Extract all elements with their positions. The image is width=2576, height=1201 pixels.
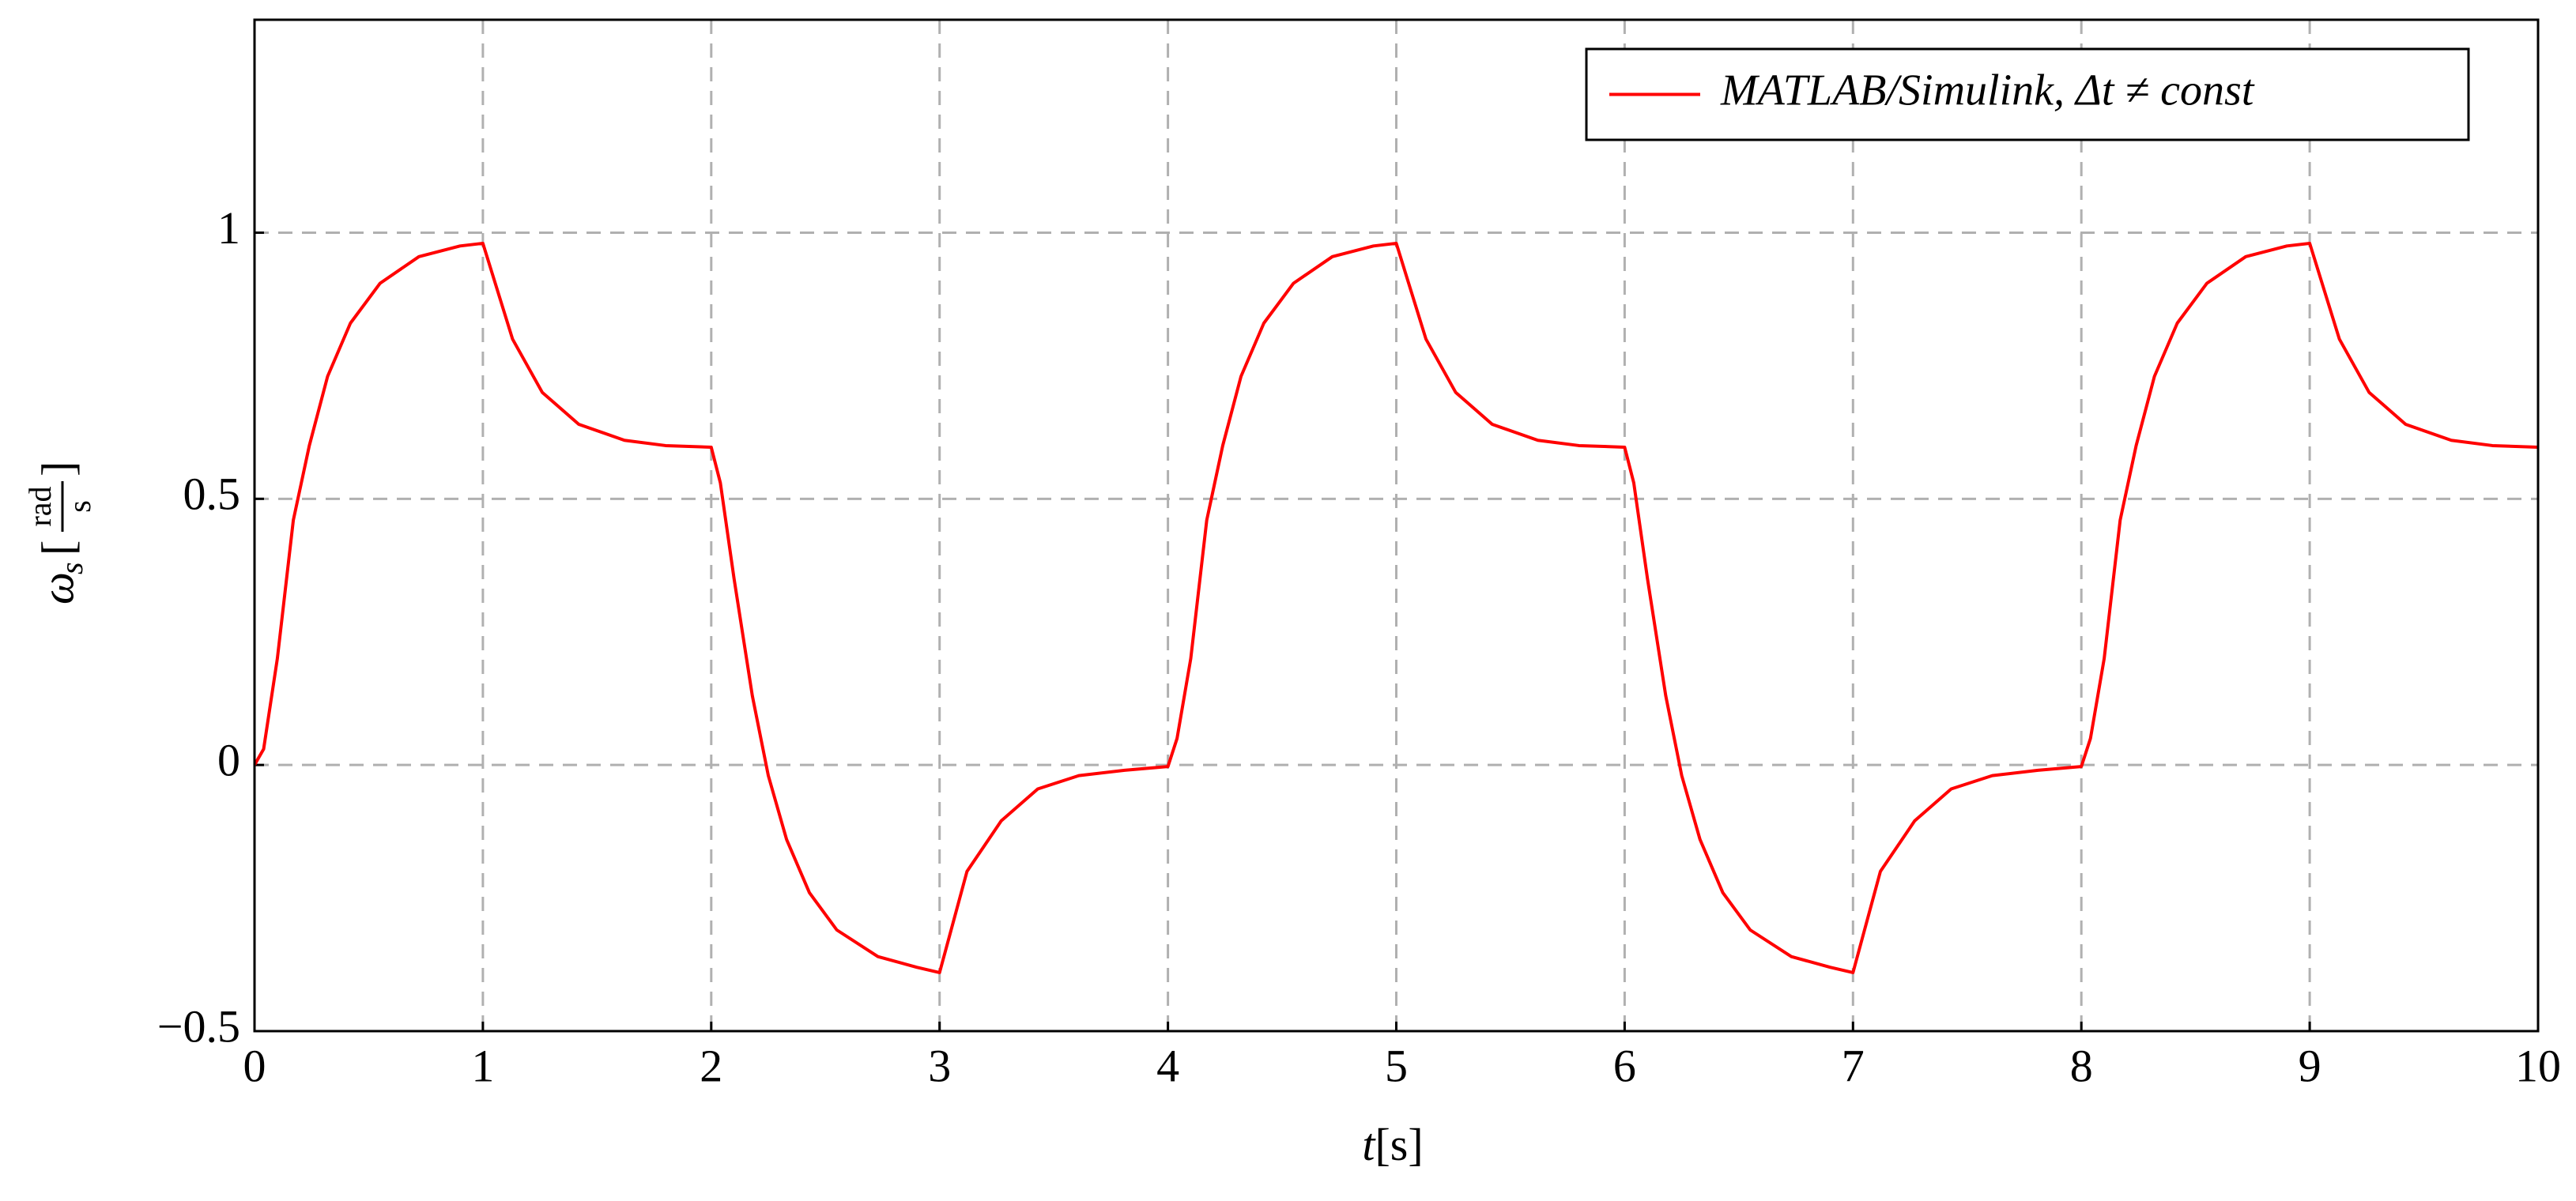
x-label-symbol: t	[1362, 1119, 1376, 1170]
y-tick-label: 0	[217, 734, 240, 785]
x-tick-label: 6	[1613, 1040, 1636, 1091]
x-tick-label: 2	[700, 1040, 722, 1091]
x-tick-label: 1	[471, 1040, 494, 1091]
data-line	[253, 241, 2539, 974]
x-label-unit: [s]	[1375, 1119, 1423, 1170]
y-label-denominator: s	[62, 500, 97, 513]
y-axis-label: ω s [ rad s ]	[22, 461, 97, 604]
x-axis-label: t[s]	[1362, 1119, 1423, 1170]
y-label-symbol: ω	[32, 572, 83, 604]
x-tick-label: 8	[2070, 1040, 2093, 1091]
y-tick-label: −0.5	[157, 1000, 240, 1052]
plot-frame	[253, 18, 2540, 1033]
x-tick-label: 0	[243, 1040, 266, 1091]
x-tick-label: 7	[1842, 1040, 1865, 1091]
x-tick-label: 10	[2515, 1040, 2561, 1091]
x-tick-label: 4	[1156, 1040, 1179, 1091]
y-tick-label: 1	[217, 202, 240, 254]
legend-label: MATLAB/Simulink, Δt ≠ const	[1720, 66, 2255, 115]
y-label-subscript: s	[54, 562, 89, 574]
y-label-bracket: [	[32, 540, 83, 555]
y-tick-label: 0.5	[183, 469, 241, 520]
y-label-bracket: ]	[32, 461, 83, 476]
y-label-numerator: rad	[22, 486, 58, 526]
x-tick-label: 5	[1385, 1040, 1408, 1091]
x-tick-label: 9	[2299, 1040, 2321, 1091]
x-tick-label: 3	[928, 1040, 951, 1091]
legend-box	[1585, 47, 2470, 141]
